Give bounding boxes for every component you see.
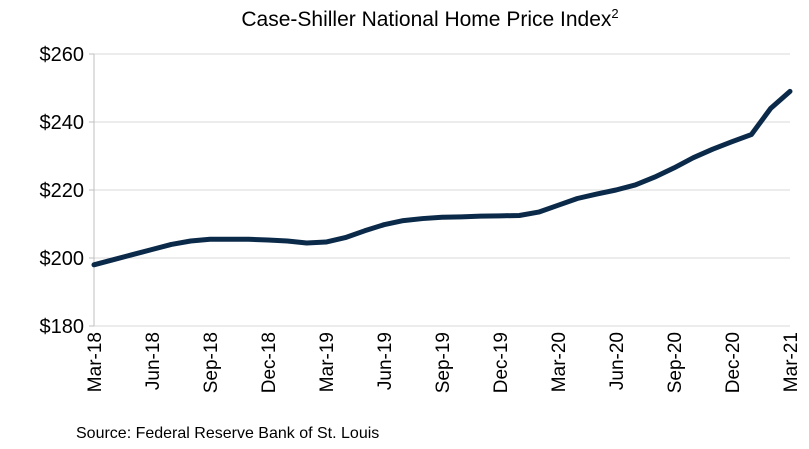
x-tick-label: Jun-20: [607, 332, 628, 390]
x-tick-label: Dec-19: [491, 332, 512, 393]
source-note: Source: Federal Reserve Bank of St. Loui…: [76, 425, 379, 442]
x-tick-label: Jun-19: [375, 332, 396, 390]
y-tick-label: $260: [40, 44, 85, 66]
line-series: [91, 88, 793, 268]
y-tick-label: $180: [40, 316, 85, 338]
chart-title: Case-Shiller National Home Price Index2: [241, 6, 618, 31]
y-tick-label: $220: [40, 180, 85, 202]
x-tick-label: Mar-19: [317, 332, 338, 392]
x-tick-label: Dec-18: [259, 332, 280, 393]
x-tick-label: Mar-18: [85, 332, 106, 392]
x-tick-label: Sep-19: [433, 332, 454, 393]
x-tick-label: Dec-20: [723, 332, 744, 393]
x-tick-label: Mar-21: [781, 332, 802, 392]
title-text: Case-Shiller National Home Price Index: [241, 8, 611, 31]
x-tick-label: Sep-18: [201, 332, 222, 393]
y-tick-label: $200: [40, 248, 85, 270]
x-tick-label: Jun-18: [143, 332, 164, 390]
y-tick-label: $240: [40, 112, 85, 134]
x-tick-label: Mar-20: [549, 332, 570, 392]
x-tick-label: Sep-20: [665, 332, 686, 393]
title-superscript: 2: [611, 6, 618, 21]
